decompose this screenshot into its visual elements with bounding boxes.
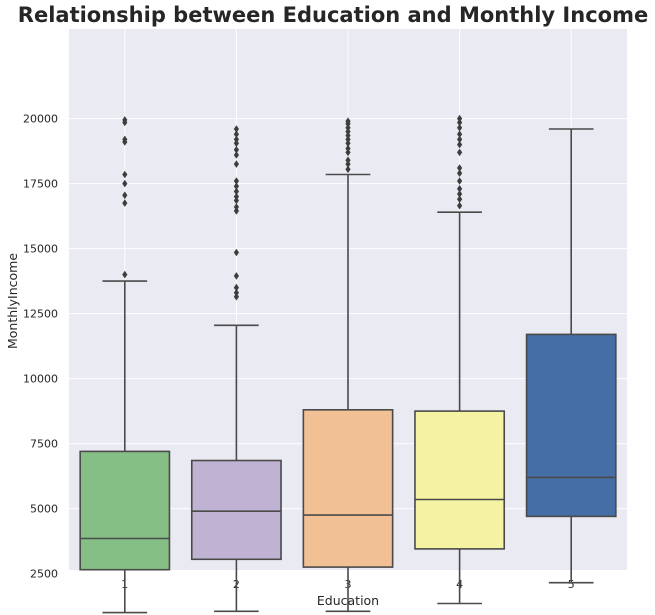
- outlier-point: [457, 164, 463, 172]
- y-tick-label: 17500: [23, 178, 58, 191]
- box-body: [190, 459, 282, 561]
- outlier-point: [233, 151, 239, 159]
- box-body: [414, 410, 506, 550]
- y-tick-labels: 2500 5000 7500 10000 12500 15000 17500 20000: [23, 113, 58, 581]
- y-axis-label: MonthlyIncome: [5, 253, 20, 349]
- outlier-point: [345, 148, 351, 157]
- outlier-point: [457, 201, 463, 210]
- outlier-point: [457, 114, 463, 123]
- outlier-point: [122, 170, 128, 179]
- outlier-point: [233, 283, 239, 292]
- box-group: [302, 117, 394, 613]
- y-tick-label: 2500: [30, 568, 58, 581]
- outlier-point: [345, 139, 351, 148]
- outlier-point: [122, 199, 128, 207]
- outlier-point: [457, 177, 463, 185]
- outlier-point: [345, 123, 351, 132]
- outlier-point: [233, 139, 239, 148]
- y-tick-label: 5000: [30, 503, 58, 516]
- box-group: [190, 125, 282, 613]
- y-tick-label: 20000: [23, 113, 58, 126]
- outlier-point: [345, 160, 351, 168]
- y-tick-label: 10000: [23, 373, 58, 386]
- box-group: [79, 116, 171, 614]
- outlier-point: [233, 177, 239, 185]
- outlier-point: [233, 146, 239, 154]
- y-tick-label: 12500: [23, 308, 58, 321]
- outlier-point: [233, 196, 239, 205]
- outlier-point: [457, 185, 463, 193]
- chart-title: Relationship between Education and Month…: [18, 3, 648, 27]
- outlier-point: [122, 135, 128, 144]
- outlier-point: [233, 192, 239, 201]
- outlier-point: [345, 131, 351, 140]
- box-group: [414, 114, 506, 605]
- box-body: [302, 408, 394, 568]
- outlier-point: [457, 148, 463, 157]
- outlier-point: [345, 127, 351, 136]
- outlier-point: [233, 135, 239, 144]
- outlier-point: [345, 144, 351, 153]
- outlier-point: [457, 195, 463, 203]
- y-tick-label: 7500: [30, 438, 58, 451]
- box-series: [79, 114, 617, 614]
- x-tick-label: 5: [568, 578, 575, 591]
- outlier-point: [233, 130, 239, 138]
- outlier-point: [345, 135, 351, 144]
- outlier-point: [233, 272, 239, 280]
- outlier-point: [233, 203, 239, 211]
- outlier-point: [233, 125, 239, 133]
- outlier-point: [233, 182, 239, 190]
- outlier-point: [345, 165, 351, 174]
- outlier-point: [122, 116, 128, 124]
- outlier-point: [457, 118, 463, 127]
- outlier-point: [233, 248, 239, 257]
- outlier-point: [457, 140, 463, 149]
- outlier-point: [122, 270, 128, 279]
- outlier-point: [122, 191, 128, 200]
- outlier-point: [457, 135, 463, 144]
- outlier-point: [122, 179, 128, 188]
- outlier-point: [233, 160, 239, 168]
- outlier-point: [457, 169, 463, 177]
- box-body: [79, 450, 171, 571]
- x-axis-label: Education: [317, 593, 379, 608]
- y-tick-label: 15000: [23, 243, 58, 256]
- outlier-point: [457, 130, 463, 138]
- outlier-point: [233, 292, 239, 301]
- outlier-point: [457, 123, 463, 132]
- outlier-point: [457, 190, 463, 198]
- outlier-point: [345, 117, 351, 125]
- outlier-point: [233, 207, 239, 215]
- box-group: [525, 128, 617, 584]
- box-body: [525, 333, 617, 518]
- outlier-point: [233, 289, 239, 297]
- outlier-point: [345, 156, 351, 164]
- outlier-point: [233, 187, 239, 196]
